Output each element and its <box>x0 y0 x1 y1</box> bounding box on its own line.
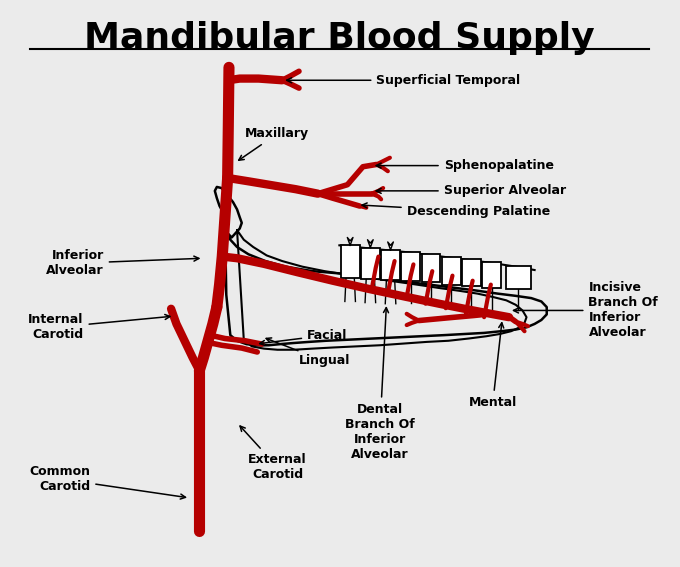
Polygon shape <box>422 255 441 282</box>
Text: Mental: Mental <box>469 323 517 409</box>
Text: Dental
Branch Of
Inferior
Alveolar: Dental Branch Of Inferior Alveolar <box>345 308 415 460</box>
Text: Maxillary: Maxillary <box>239 128 309 160</box>
Text: Descending Palatine: Descending Palatine <box>362 203 550 218</box>
Text: Facial: Facial <box>260 329 347 345</box>
Text: Lingual: Lingual <box>266 338 350 367</box>
Text: Sphenopalatine: Sphenopalatine <box>376 159 554 172</box>
Polygon shape <box>507 265 530 289</box>
Polygon shape <box>361 248 379 279</box>
Text: External
Carotid: External Carotid <box>240 426 307 481</box>
Text: Superior Alveolar: Superior Alveolar <box>376 184 566 197</box>
Polygon shape <box>462 259 481 286</box>
Text: Internal
Carotid: Internal Carotid <box>28 314 170 341</box>
Polygon shape <box>442 256 460 285</box>
Polygon shape <box>401 252 420 281</box>
Text: Inferior
Alveolar: Inferior Alveolar <box>46 249 199 277</box>
Text: Common
Carotid: Common Carotid <box>29 465 186 499</box>
Text: Mandibular Blood Supply: Mandibular Blood Supply <box>84 21 595 55</box>
Polygon shape <box>341 246 360 278</box>
Polygon shape <box>482 262 501 288</box>
Text: Incisive
Branch Of
Inferior
Alveolar: Incisive Branch Of Inferior Alveolar <box>513 281 658 340</box>
Polygon shape <box>381 250 400 280</box>
Text: Superficial Temporal: Superficial Temporal <box>287 74 520 87</box>
